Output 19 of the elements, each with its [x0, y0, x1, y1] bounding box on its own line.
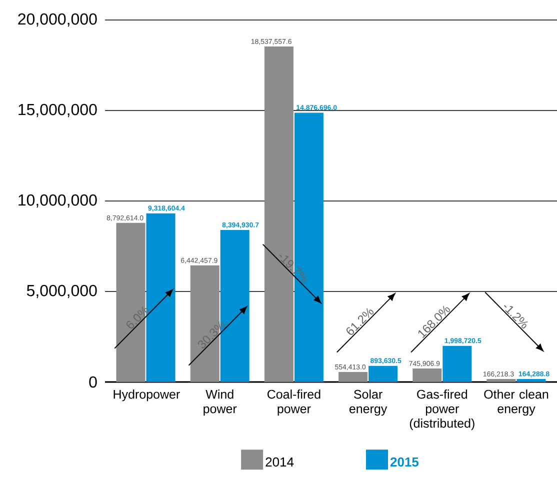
bar — [368, 366, 398, 382]
legend-label: 2014 — [266, 457, 294, 467]
y-tick-label: 20,000,000 — [18, 13, 97, 27]
y-tick-label: 0 — [89, 376, 97, 388]
x-tick-label: Hydropower — [114, 390, 180, 402]
bar — [338, 372, 368, 382]
bar — [516, 379, 546, 382]
x-tick-label: Solar energy — [349, 390, 388, 416]
x-tick-label: Other clean energy — [484, 390, 548, 416]
y-tick-label: 5,000,000 — [26, 284, 97, 298]
bar — [442, 346, 472, 382]
y-tick-label: 10,000,000 — [18, 194, 97, 208]
y-tick-label: 15,000,000 — [18, 104, 97, 118]
x-tick-label: Coal-fired power — [267, 390, 320, 416]
bar — [486, 378, 516, 382]
x-tick-label: Wind power — [204, 390, 237, 416]
bar — [412, 368, 442, 382]
legend-label: 2015 — [390, 457, 419, 467]
x-tick-label: Gas-fired power (distributed) — [410, 390, 474, 430]
